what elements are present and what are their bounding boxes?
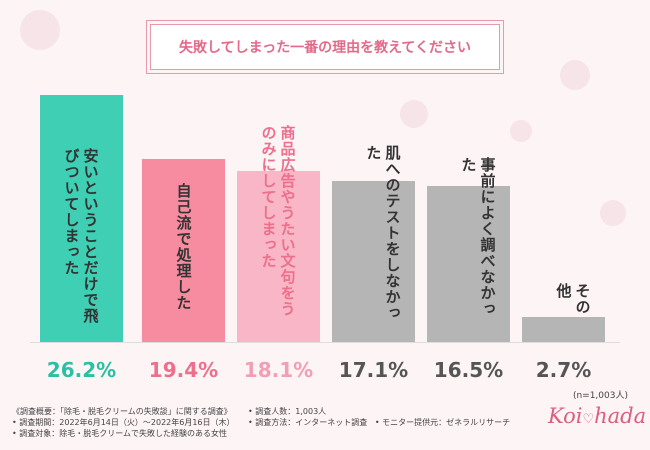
bar bbox=[332, 180, 415, 342]
value-label: 2.7% bbox=[535, 358, 592, 382]
note: • 調査人数：1,003人 bbox=[248, 407, 327, 416]
decor bbox=[510, 120, 532, 142]
logo-text: hada bbox=[594, 404, 647, 428]
decor bbox=[400, 100, 428, 128]
category-label: 安いということだけで飛びついてしまった bbox=[62, 148, 100, 324]
note: • 調査期間：2022年6月14日（火）～2022年6月16日（木） bbox=[12, 418, 235, 427]
note: • モニター提供元：ゼネラルリサーチ bbox=[374, 418, 511, 427]
bar bbox=[522, 316, 605, 342]
category-label: その他 bbox=[554, 283, 592, 315]
footer-notes: 《調査概要：「除毛・脱毛クリームの失敗談」に関する調査》 • 調査期間：2022… bbox=[12, 406, 235, 439]
sample-note: (n=1,003人) bbox=[572, 391, 628, 401]
note: • 調査方法：インターネット調査 bbox=[248, 418, 368, 427]
decor bbox=[560, 60, 590, 90]
value-label: 18.1% bbox=[243, 358, 314, 382]
bar bbox=[40, 94, 123, 342]
value-label: 16.5% bbox=[433, 358, 504, 382]
logo-heart: ♡ bbox=[582, 412, 595, 427]
bar bbox=[427, 186, 510, 342]
logo: Koi♡hada bbox=[548, 404, 646, 428]
category-label: 自己流で処理した bbox=[174, 183, 193, 311]
category-label: 肌へのテストをしなかった bbox=[364, 145, 402, 321]
baseline bbox=[30, 342, 620, 343]
chart-title: 失敗してしまった一番の理由を教えてください bbox=[146, 20, 504, 74]
bar bbox=[237, 171, 320, 342]
footer-notes: • 調査人数：1,003人 • 調査方法：インターネット調査 • モニター提供元… bbox=[248, 407, 510, 428]
value-label: 17.1% bbox=[338, 358, 409, 382]
note: • 調査方法：インターネット調査 • モニター提供元：ゼネラルリサーチ bbox=[248, 417, 510, 428]
note: 《調査概要：「除毛・脱毛クリームの失敗談」に関する調査》 bbox=[12, 407, 232, 416]
value-label: 19.4% bbox=[148, 358, 219, 382]
logo-text: Koi bbox=[548, 404, 583, 428]
decor bbox=[600, 200, 626, 226]
decor bbox=[20, 10, 60, 50]
category-label: 商品広告やうたい文句をうのみにしてしまった bbox=[259, 125, 297, 317]
category-label: 事前によく調べなかった bbox=[459, 157, 497, 317]
value-label: 26.2% bbox=[46, 358, 117, 382]
bar bbox=[142, 159, 225, 342]
note: • 調査対象：除毛・脱毛クリームで失敗した経験のある女性 bbox=[12, 429, 228, 438]
